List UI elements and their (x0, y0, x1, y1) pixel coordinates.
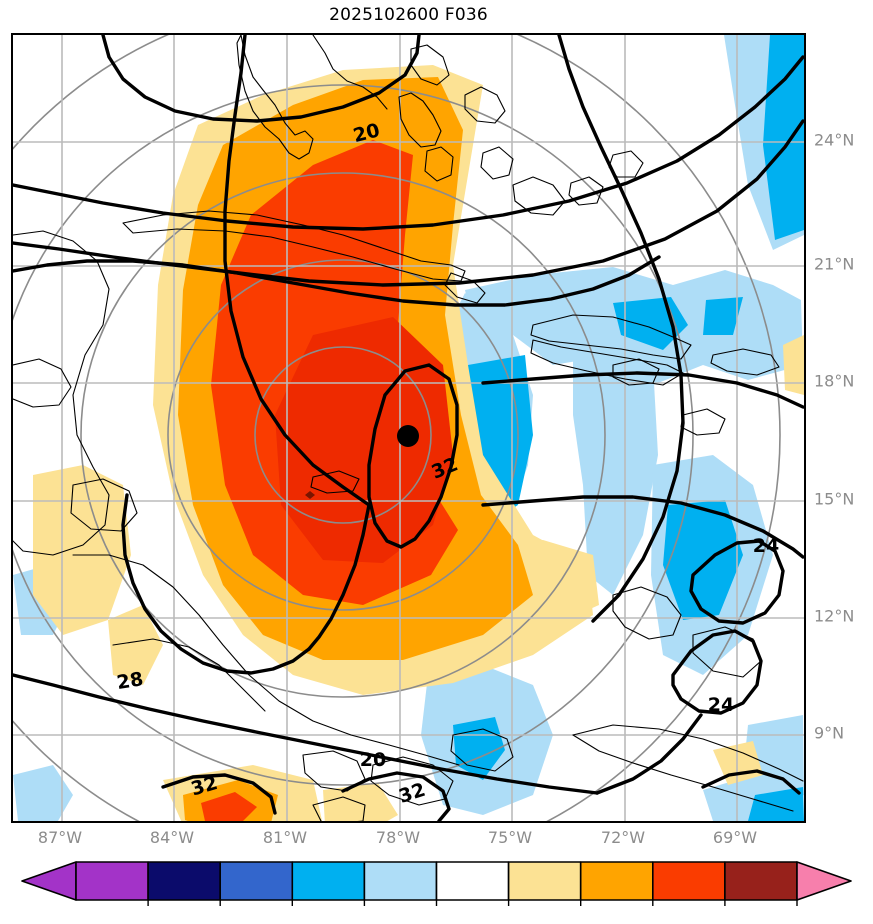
lat-tick-9n: 9°N (814, 723, 845, 743)
coastlines (13, 35, 804, 821)
lat-tick-18n: 18°N (814, 371, 855, 391)
cbar-swatch-6 (507, 861, 582, 901)
storm-center-marker (397, 425, 419, 447)
secondary-marker (305, 491, 315, 499)
lat-tick-15n: 15°N (814, 489, 855, 509)
contour-label-28-west: 28 (115, 668, 145, 694)
map-plot-area: 20 32 28 24 24 32 20 32 (11, 33, 806, 823)
lon-tick-78w: 78°W (375, 828, 421, 847)
range-rings (13, 35, 781, 821)
lon-tick-87w: 87°W (37, 828, 83, 847)
lon-tick-84w: 84°W (149, 828, 195, 847)
contour-lines (13, 35, 804, 821)
cbar-swatch-4 (363, 861, 438, 901)
cbar-swatch-8 (651, 861, 726, 901)
cbar-swatch-9 (724, 861, 798, 901)
lat-tick-21n: 21°N (814, 254, 855, 274)
map-canvas: 20 32 28 24 24 32 20 32 (13, 35, 804, 821)
cbar-swatch-0 (75, 861, 149, 901)
contour-label-24-east: 24 (753, 535, 779, 557)
colorbar: -0.90 -0.72 -0.54 -0.36 -0.18 0.18 0.36 … (0, 856, 873, 924)
lon-tick-81w: 81°W (262, 828, 308, 847)
cbar-swatch-5 (435, 861, 510, 901)
lon-tick-72w: 72°W (600, 828, 646, 847)
map-gridlines (13, 35, 804, 821)
colorbar-ticks (147, 900, 798, 906)
cbar-swatch-7 (579, 861, 654, 901)
cbar-swatch-2 (219, 861, 294, 901)
contour-label-20-south: 20 (360, 749, 386, 771)
cbar-swatch-3 (291, 861, 366, 901)
lat-tick-24n: 24°N (814, 130, 855, 150)
lon-tick-69w: 69°W (712, 828, 758, 847)
contour-label-24-southeast: 24 (708, 694, 734, 716)
colorbar-canvas (21, 861, 852, 906)
cbar-swatch-1 (147, 861, 222, 901)
lat-tick-12n: 12°N (814, 606, 855, 626)
lon-tick-75w: 75°W (487, 828, 533, 847)
cbar-swatch-under-extend (21, 861, 77, 901)
page-title: 2025102600 F036 (329, 5, 488, 25)
cbar-swatch-over-extend (796, 861, 852, 901)
